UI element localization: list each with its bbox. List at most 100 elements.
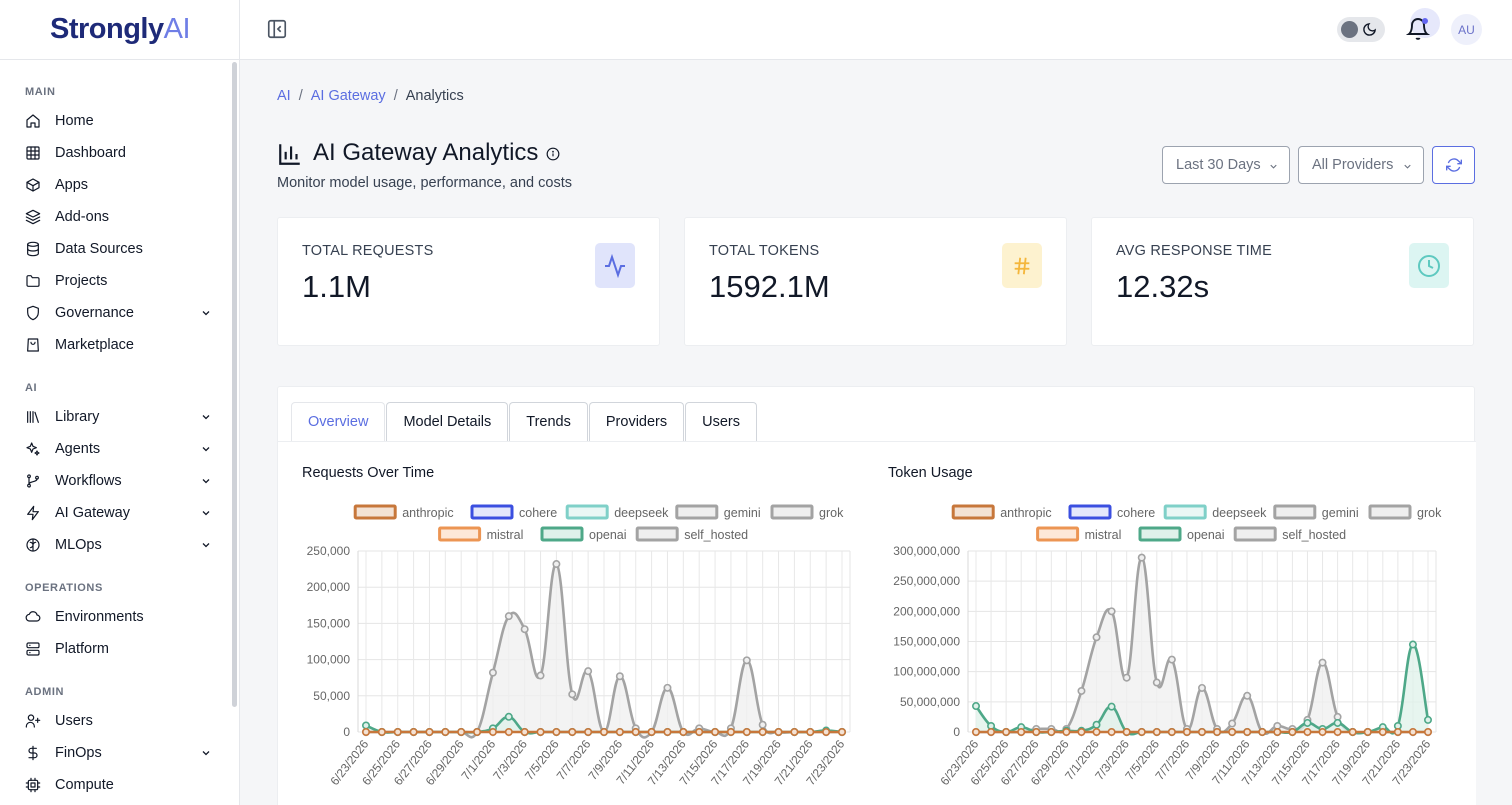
data-point [1348,728,1357,737]
data-point [679,728,688,737]
data-point [1197,683,1206,692]
data-point [647,728,656,737]
requests-over-time-chart: anthropic cohere deepseek gemini grok mistral… [307,504,851,788]
data-point [1258,728,1267,737]
sidebar-section-title: MAIN [25,86,56,98]
legend-label-gemini: gemini [1322,506,1359,520]
moon-icon [1363,23,1376,36]
sidebar-item-add-ons[interactable]: Add-ons [0,202,230,232]
legend-swatch-anthropic [353,504,397,520]
chevron-down-icon [1404,164,1411,169]
stat-value: 1592.1M [709,269,830,304]
series-anthropic [972,728,1432,737]
breadcrumb-link-ai-gateway[interactable]: AI Gateway [310,88,386,104]
sidebar-item-label: Workflows [55,473,122,489]
data-point [1047,728,1056,737]
data-point [1213,728,1222,737]
sidebar-item-label: Library [55,409,100,425]
tab-providers[interactable]: Providers [588,402,685,441]
data-point [790,728,799,737]
data-point [1092,633,1101,642]
data-point [488,668,497,677]
chevron-down-icon [1270,164,1277,169]
y-tick-label: 100,000 [307,653,351,667]
sidebar-scrollbar[interactable] [232,62,237,707]
legend-label-openai: openai [1187,528,1225,542]
tab-overview[interactable]: Overview [291,402,386,441]
shopping-bag-icon [27,338,39,352]
legend-swatch-mistral [1036,526,1080,542]
stat-label: AVG RESPONSE TIME [1116,243,1272,259]
sidebar-item-platform[interactable]: Platform [0,634,230,664]
info-icon[interactable] [546,147,560,161]
sidebar-item-home[interactable]: Home [0,106,230,136]
sidebar-item-apps[interactable]: Apps [0,170,230,200]
date-range-select[interactable]: Last 30 Days [1162,146,1290,184]
data-point [536,728,545,737]
layers-icon [25,209,41,225]
chart-title-requests: Requests Over Time [302,465,435,481]
sidebar-item-label: Environments [55,609,144,625]
chevron-down-icon[interactable] [200,747,212,759]
data-point [1423,715,1432,724]
chevron-down-icon[interactable] [200,539,212,551]
stat-value: 12.32s [1116,269,1210,304]
data-point [1303,728,1312,737]
tab-trends[interactable]: Trends [509,402,588,441]
tab-model-details[interactable]: Model Details [386,402,509,441]
sidebar-item-projects[interactable]: Projects [0,266,230,296]
sidebar-item-workflows[interactable]: Workflows [0,466,230,496]
sidebar-item-data-sources[interactable]: Data Sources [0,234,230,264]
sidebar-item-mlops[interactable]: MLOps [0,530,230,560]
data-point [1122,728,1131,737]
data-point [441,728,450,737]
activity-icon [595,243,635,288]
chevron-down-icon[interactable] [200,307,212,319]
y-tick-label: 50,000,000 [900,695,960,709]
refresh-button[interactable] [1432,146,1475,184]
date-range-value: Last 30 Days [1176,157,1261,173]
chevron-down-icon[interactable] [200,475,212,487]
clock-icon [1409,243,1449,288]
data-point [1228,728,1237,737]
user-avatar[interactable]: AU [1451,14,1482,45]
data-point [1408,640,1417,649]
data-point [377,728,386,737]
brand-logo[interactable]: Strongly AI [0,0,239,60]
sidebar-item-environments[interactable]: Environments [0,602,230,632]
data-point [758,720,767,729]
sidebar-item-dashboard[interactable]: Dashboard [0,138,230,168]
sidebar-item-finops[interactable]: FinOps [0,738,230,768]
sidebar-item-marketplace[interactable]: Marketplace [0,330,230,360]
chevron-down-icon[interactable] [200,443,212,455]
sidebar-item-agents[interactable]: Agents [0,434,230,464]
data-point [599,728,608,737]
shield-icon [27,305,39,321]
data-point [504,612,513,621]
data-point [1152,678,1161,687]
chevron-down-icon[interactable] [200,507,212,519]
chevron-down-icon[interactable] [200,411,212,423]
stat-label: TOTAL TOKENS [709,243,820,259]
sidebar-collapse-icon[interactable] [266,18,288,40]
sidebar-item-label: FinOps [55,745,102,761]
provider-select[interactable]: All Providers [1298,146,1424,184]
legend-label-grok: grok [819,506,844,520]
data-point [1062,728,1071,737]
cloud-icon [25,611,41,622]
sidebar-item-ai-gateway[interactable]: AI Gateway [0,498,230,528]
theme-toggle[interactable] [1337,17,1385,42]
sidebar-item-users[interactable]: Users [0,706,230,736]
y-tick-label: 150,000,000 [893,635,960,649]
sidebar-item-compute[interactable]: Compute [0,770,230,800]
sidebar-item-governance[interactable]: Governance [0,298,230,328]
sidebar-item-label: Apps [55,177,89,193]
bell-icon[interactable] [1406,16,1430,42]
legend-swatch-openai [1138,526,1182,542]
tab-users[interactable]: Users [685,402,757,441]
sidebar-item-library[interactable]: Library [0,402,230,432]
sidebar-item-label: Governance [55,305,134,321]
y-tick-label: 0 [343,725,350,739]
breadcrumb-link-ai[interactable]: AI [277,88,291,104]
data-point [1243,728,1252,737]
